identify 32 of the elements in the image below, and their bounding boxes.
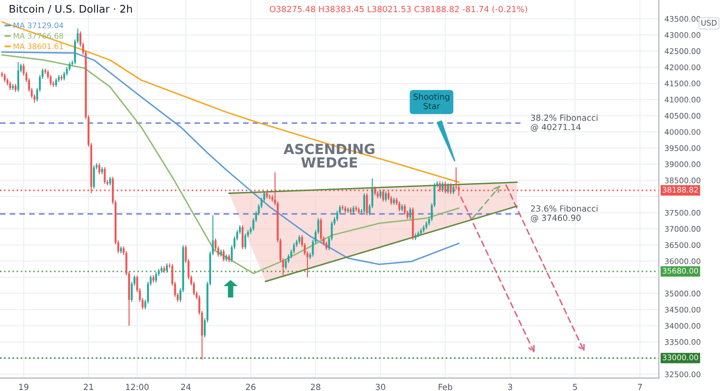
x-tick-label: 19 (19, 384, 28, 390)
x-tick-label: 24 (181, 384, 191, 390)
x-tick-label: Feb (438, 384, 452, 390)
candlestick (398, 200, 400, 212)
candlestick (98, 162, 100, 175)
candlestick (284, 258, 287, 270)
annotation: Shooting Star (414, 93, 450, 110)
ref-line-label: 23.6% Fibonacci @ 37460.90 (530, 205, 598, 222)
candlestick (384, 190, 387, 202)
x-tick-label: 3 (508, 384, 512, 390)
x-tick-label: 21 (84, 384, 94, 390)
candlestick (92, 164, 95, 190)
candlestick (155, 272, 158, 283)
x-tick-label: 30 (376, 384, 386, 390)
candlestick (409, 206, 412, 220)
candlestick (442, 181, 444, 192)
chart-title: Bitcoin / U.S. Dollar · 2h (10, 4, 132, 14)
annotation: O38275.48 H38383.45 L38021.53 C38188.82 -81.74 (-0.21%) (270, 6, 528, 14)
x-tick-label: 12:00 (126, 384, 149, 390)
candlestick (222, 248, 225, 262)
candlestick (447, 182, 449, 194)
x-tick-label: 26 (246, 384, 256, 390)
candlestick (166, 262, 168, 274)
ref-line-label: 38.2% Fibonacci @ 40271.14 (530, 114, 598, 132)
candlestick (366, 192, 368, 216)
x-tick-label: 7 (638, 384, 642, 390)
candlestick (293, 242, 295, 254)
x-tick-label: 28 (310, 384, 320, 390)
candlestick (50, 74, 52, 86)
candlestick (242, 224, 244, 250)
candlestick (452, 184, 454, 195)
x-tick-label: 5 (573, 384, 577, 390)
